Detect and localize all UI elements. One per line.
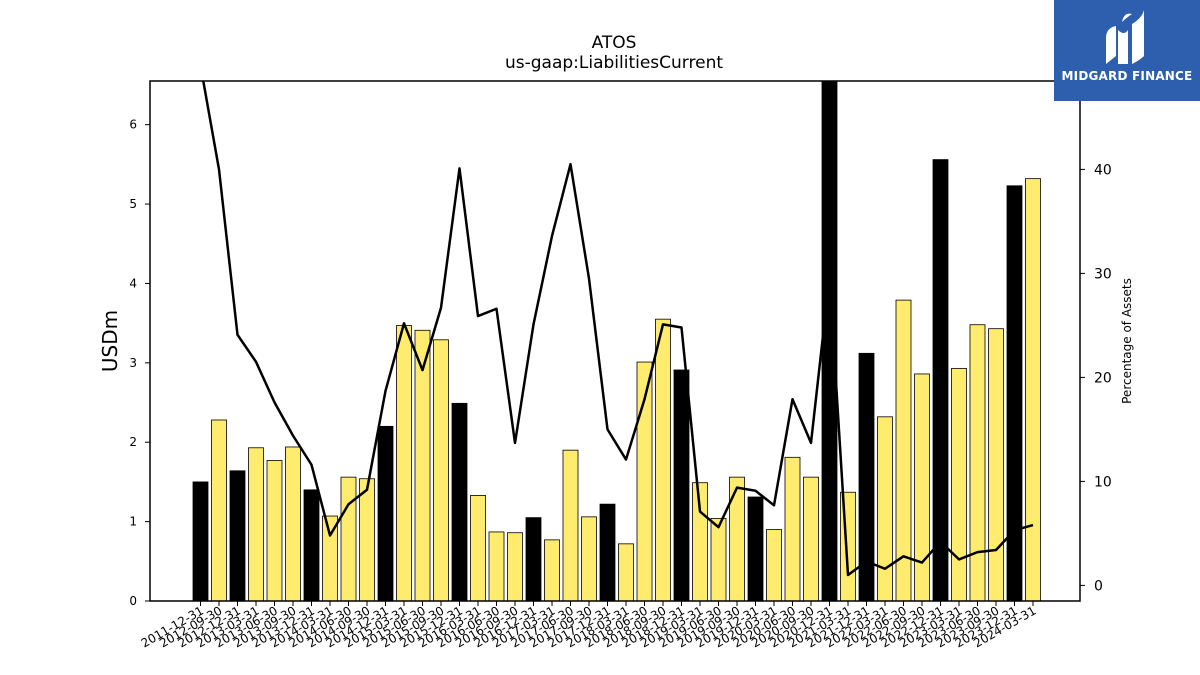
bar [969,324,986,601]
bar [285,446,301,601]
y2-axis: 0 10 20 30 40 [1080,162,1112,594]
y2-tick-label: 40 [1094,162,1112,178]
bar [710,518,727,601]
x-axis: 2011-12-312012-09-302012-12-312013-03-31… [139,601,1039,650]
bar [655,318,671,601]
chart-subtitle: us-gaap:LiabilitiesCurrent [505,53,723,73]
bar [932,159,949,601]
bar [673,369,690,601]
bar [803,476,819,601]
bar [451,402,468,601]
bar [544,539,560,601]
bar [377,425,394,601]
y-axis-label: USDm [98,310,122,372]
bar [340,476,357,601]
bar [729,476,745,601]
y-tick-label: 1 [129,515,137,529]
y2-tick-label: 30 [1094,266,1112,282]
bar [266,460,283,601]
bar [229,470,246,601]
bar [562,449,579,601]
bar [747,496,764,601]
bar [507,532,523,601]
bar [1006,185,1023,601]
y2-tick-label: 10 [1094,474,1112,490]
y-tick-label: 0 [129,594,137,608]
bar [1025,178,1041,601]
bar [914,373,930,601]
bar [766,529,782,601]
line-series [202,81,1034,577]
bar [303,489,320,601]
bar [784,456,801,601]
bar [248,447,264,601]
y-tick-label: 5 [129,197,137,211]
bar [858,352,875,601]
bar [470,495,486,601]
bar [636,361,653,601]
bar [414,329,431,601]
bar-series [192,81,1041,601]
logo: MIDGARD FINANCE [1054,0,1200,101]
bar [618,543,634,601]
y-tick-label: 4 [129,276,137,290]
bar [192,481,209,601]
bar [525,517,542,601]
logo-text: MIDGARD FINANCE [1061,69,1193,83]
line-path [202,81,1034,577]
bar [988,328,1004,601]
y2-axis-label: Percentage of Assets [1120,278,1134,404]
bar [877,416,893,601]
bar [488,531,505,601]
y2-tick-label: 20 [1094,370,1112,386]
bar [581,516,597,601]
bar [599,503,616,601]
bar [951,367,967,601]
y-axis: 0 1 2 3 4 5 6 [129,118,150,608]
bar [433,339,449,601]
y2-tick-label: 0 [1094,578,1103,594]
bar [895,299,912,601]
logo-mark-icon [1106,10,1144,64]
bar [821,81,838,601]
bar [211,419,227,601]
y-tick-label: 2 [129,435,137,449]
chart-title: ATOS [592,33,637,53]
y-tick-label: 3 [129,356,137,370]
y-tick-label: 6 [129,118,137,132]
plot-frame [149,80,1081,602]
bar [396,325,412,601]
bar [359,478,375,601]
